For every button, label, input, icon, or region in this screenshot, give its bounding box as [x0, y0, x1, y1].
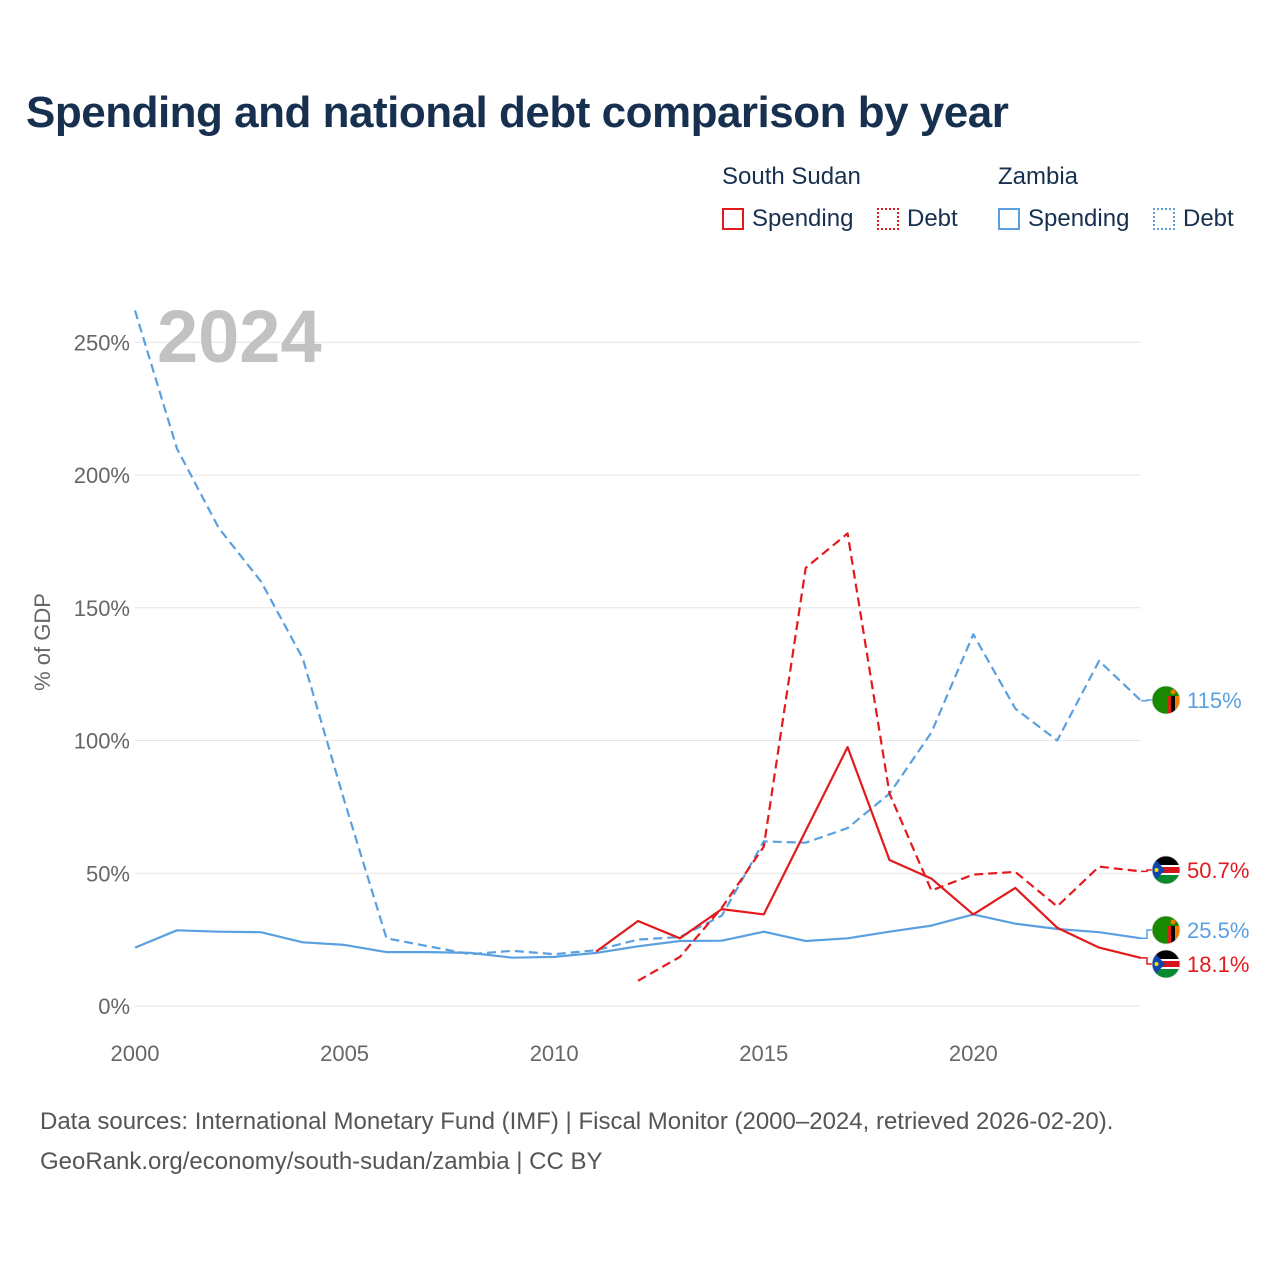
- end-value-label: 50.7%: [1187, 858, 1249, 883]
- zambia-flag-icon: [1151, 915, 1181, 945]
- legend-swatch-solid-red: [722, 208, 744, 230]
- legend-group-south-sudan: South Sudan: [722, 163, 861, 190]
- legend-south-sudan-spending[interactable]: Spending: [722, 205, 853, 233]
- x-tick-label: 2005: [320, 1041, 369, 1066]
- zambia-flag-icon: [1151, 685, 1181, 715]
- south-sudan-flag-icon: [1151, 949, 1181, 979]
- end-markers: 115% 25.5% 50.7% 18.1%: [1141, 685, 1249, 979]
- year-overlay: 2024: [157, 295, 322, 378]
- y-axis-ticks: 0% 50% 100% 150% 200% 250%: [74, 330, 130, 1019]
- legend-label: Debt: [907, 205, 958, 232]
- legend-zambia-debt[interactable]: Debt: [1153, 205, 1234, 233]
- end-connector: [1141, 957, 1154, 965]
- y-tick-label: 150%: [74, 596, 130, 621]
- y-axis-label: % of GDP: [30, 593, 55, 691]
- end-value-label: 18.1%: [1187, 952, 1249, 977]
- y-tick-label: 100%: [74, 729, 130, 754]
- legend-label: Spending: [752, 205, 854, 232]
- end-value-label: 115%: [1187, 688, 1242, 713]
- series-lines: [133, 310, 1142, 982]
- end-connector: [1141, 929, 1154, 940]
- series-line-zambia-debt[interactable]: [133, 310, 1142, 956]
- x-tick-label: 2015: [739, 1041, 788, 1066]
- x-axis-ticks: 2000 2005 2010 2015 2020: [111, 1041, 998, 1066]
- x-tick-label: 2000: [111, 1041, 160, 1066]
- series-line-south-sudan-spending[interactable]: [595, 745, 1142, 959]
- legend-zambia-spending[interactable]: Spending: [998, 205, 1129, 233]
- x-tick-label: 2020: [949, 1041, 998, 1066]
- legend-south-sudan-debt[interactable]: Debt: [877, 205, 958, 233]
- legend-label: Debt: [1183, 205, 1234, 232]
- legend-group-zambia: Zambia: [998, 163, 1079, 190]
- legend-swatch-dotted-red: [877, 208, 899, 230]
- y-tick-label: 50%: [86, 861, 130, 886]
- x-tick-label: 2010: [530, 1041, 579, 1066]
- end-value-label: 25.5%: [1187, 918, 1249, 943]
- y-tick-label: 250%: [74, 330, 130, 355]
- end-connector: [1141, 699, 1154, 702]
- footer-sources: Data sources: International Monetary Fun…: [40, 1108, 1114, 1135]
- legend-swatch-solid-blue: [998, 208, 1020, 230]
- series-line-south-sudan-debt[interactable]: [637, 532, 1142, 982]
- end-connector: [1141, 869, 1154, 873]
- chart-title: Spending and national debt comparison by…: [26, 88, 1009, 137]
- legend-label: Spending: [1028, 205, 1130, 232]
- south-sudan-flag-icon: [1151, 855, 1181, 885]
- y-tick-label: 200%: [74, 463, 130, 488]
- y-tick-label: 0%: [98, 994, 130, 1019]
- legend-swatch-dotted-blue: [1153, 208, 1175, 230]
- grid-lines: [135, 341, 1141, 1007]
- footer-credit[interactable]: GeoRank.org/economy/south-sudan/zambia |…: [40, 1148, 603, 1175]
